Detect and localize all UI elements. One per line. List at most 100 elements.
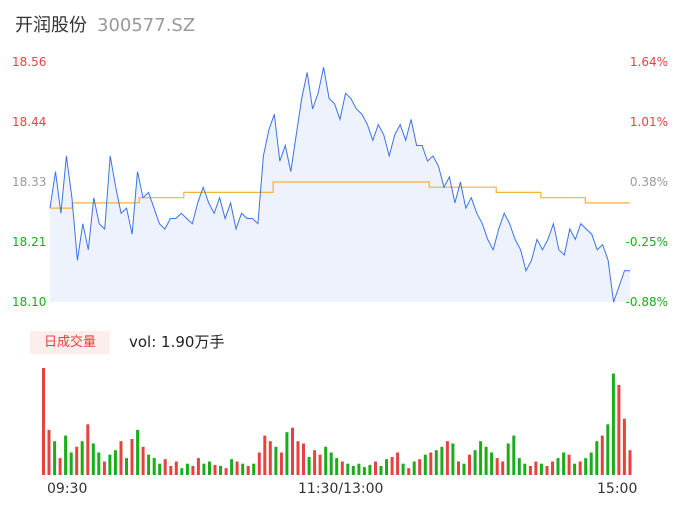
volume-bar — [47, 429, 51, 475]
volume-bar — [484, 446, 488, 475]
volume-bar — [208, 461, 211, 475]
volume-bar — [213, 464, 217, 475]
volume-bar — [180, 468, 184, 475]
volume-bar — [174, 461, 178, 475]
time-label-midday: 11:30/13:00 — [298, 481, 384, 497]
time-label-open: 09:30 — [47, 481, 88, 497]
volume-bar — [102, 461, 106, 475]
average-price-line — [50, 181, 630, 209]
volume-bar — [219, 466, 222, 475]
volume-bar — [506, 443, 510, 475]
stock-header: 开润股份 300577.SZ — [15, 14, 195, 38]
volume-bar — [69, 452, 73, 475]
volume-bar — [158, 463, 162, 475]
pct-tick-4: -0.25% — [625, 235, 668, 249]
price-panel — [49, 67, 630, 303]
volume-bar — [584, 458, 588, 475]
volume-period-tab[interactable]: 日成交量 — [30, 331, 110, 354]
volume-bar — [235, 461, 239, 475]
volume-bar — [291, 427, 294, 475]
volume-bar — [479, 441, 483, 475]
volume-bar — [457, 461, 460, 475]
volume-bar — [362, 467, 366, 475]
volume-bar — [152, 458, 156, 475]
volume-panel — [42, 368, 632, 475]
volume-bar — [528, 466, 532, 475]
volume-bar — [274, 446, 278, 475]
volume-bar — [279, 452, 283, 475]
volume-bar — [551, 461, 554, 475]
volume-bar — [340, 461, 344, 475]
volume-bar — [606, 424, 610, 475]
volume-bar — [329, 452, 333, 475]
volume-bar — [589, 452, 593, 475]
volume-bar — [224, 468, 228, 475]
time-label-close: 15:00 — [597, 481, 638, 497]
volume-bar — [296, 441, 300, 475]
volume-bar — [440, 446, 444, 475]
volume-bar — [418, 459, 422, 475]
volume-bar — [429, 452, 433, 475]
price-tick-3: 18.33 — [12, 175, 47, 189]
volume-bar — [86, 424, 90, 475]
stock-code: 300577.SZ — [97, 15, 196, 36]
volume-bar — [252, 463, 256, 475]
volume-bar — [285, 432, 289, 475]
volume-bar — [191, 466, 195, 475]
volume-bar — [53, 441, 57, 475]
volume-bar — [501, 461, 505, 475]
volume-bar — [185, 463, 189, 475]
pct-tick-3: 0.38% — [629, 175, 668, 189]
volume-bar — [58, 458, 62, 475]
volume-bar — [451, 443, 455, 475]
volume-bar — [230, 459, 234, 475]
volume-bar — [113, 450, 117, 475]
price-area-fill — [50, 67, 630, 302]
volume-bar — [490, 452, 494, 475]
volume-bar — [141, 446, 145, 475]
volume-bar — [368, 464, 372, 475]
price-tick-5: 18.10 — [12, 295, 47, 309]
volume-bar — [578, 461, 582, 475]
volume-bar — [556, 458, 560, 475]
volume-bar — [307, 457, 311, 475]
volume-bar — [534, 461, 538, 475]
price-line — [49, 67, 630, 303]
volume-bar — [512, 435, 516, 475]
volume-bar — [313, 450, 317, 475]
volume-bar — [147, 454, 151, 475]
volume-bar — [263, 435, 267, 475]
volume-bar — [136, 429, 140, 475]
volume-bar — [573, 463, 577, 475]
volume-bar — [246, 466, 250, 475]
volume-bar — [257, 452, 261, 475]
price-tick-2: 18.44 — [12, 115, 47, 129]
volume-bar — [562, 452, 566, 475]
volume-bar — [468, 454, 471, 475]
volume-bar — [379, 466, 383, 475]
volume-bar — [407, 468, 411, 475]
volume-bar — [523, 463, 527, 475]
pct-tick-2: 1.01% — [629, 115, 668, 129]
volume-bar — [617, 384, 621, 475]
volume-bar — [357, 463, 361, 475]
volume-bar — [622, 418, 626, 475]
volume-bar — [119, 441, 123, 475]
volume-bar — [163, 459, 167, 475]
volume-bar — [517, 458, 521, 475]
volume-bar — [130, 439, 134, 475]
pct-tick-5: -0.88% — [625, 295, 668, 309]
volume-bar — [346, 463, 350, 475]
volume-bar — [545, 466, 549, 475]
price-tick-4: 18.21 — [12, 235, 47, 249]
volume-bar — [600, 435, 604, 475]
volume-bar — [335, 458, 339, 475]
volume-bar — [595, 441, 599, 475]
volume-bar — [324, 446, 328, 475]
volume-bar — [64, 435, 68, 475]
volume-bar — [473, 450, 477, 475]
volume-bar — [42, 368, 45, 475]
volume-bar — [434, 450, 438, 475]
pct-tick-1: 1.64% — [629, 55, 668, 69]
volume-bar — [91, 443, 95, 475]
